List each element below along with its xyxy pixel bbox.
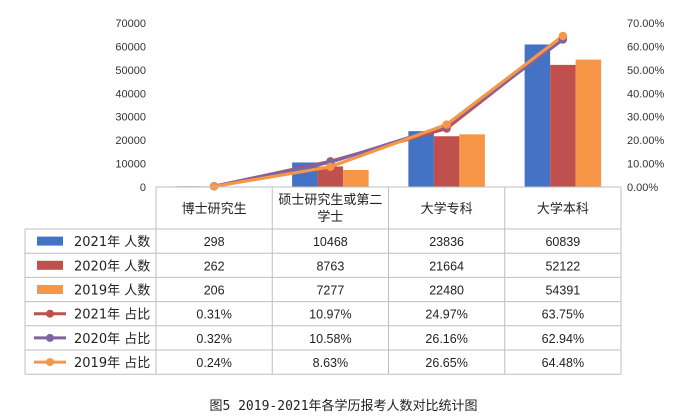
y-right-tick-label: 0.00% [627,182,658,194]
category-label: 大学本科 [537,201,589,217]
table-cell-value: 10.58% [309,332,351,346]
bar [317,166,344,187]
series-line [213,34,564,189]
y-right-tick-label: 10.00% [627,159,665,171]
line-point [326,162,335,171]
table-cell-value: 298 [204,235,225,249]
y-right-tick-label: 20.00% [627,135,665,147]
line-point [209,182,219,191]
bar [550,64,576,187]
table-cell-value: 7277 [316,284,344,298]
y-right-tick-label: 40.00% [627,88,665,100]
table-cell-value: 54391 [545,284,580,298]
y-right-tick-label: 30.00% [627,112,665,124]
table-cell-value: 22480 [429,284,464,298]
legend-swatch [37,260,63,270]
table-cell-value: 21664 [429,259,464,273]
legend-marker [46,358,54,367]
y-right-tick-label: 70.00% [627,18,665,30]
line-point [442,120,451,129]
y-right-tick-label: 60.00% [627,41,665,53]
table-cell-value: 63.75% [542,308,584,322]
table-cell-value: 24.97% [425,308,467,322]
table-cell-value: 8763 [316,259,344,273]
table-cell-value: 206 [204,284,225,298]
table-cell-value: 0.32% [196,332,231,346]
y-left-tick-label: 70000 [115,18,146,30]
bar [575,59,602,187]
legend-swatch [37,285,63,294]
y-left-tick-label: 0 [140,182,146,194]
legend-label: 2020年 占比 [74,332,150,347]
y-left-tick-label: 30000 [115,112,146,124]
table-cell-value: 60839 [545,235,580,249]
figure-caption: 图5 2019-2021年各学历报考人数对比统计图 [209,399,478,414]
legend-marker [46,309,54,318]
legend-label: 2021年 占比 [74,308,150,323]
table-cell-value: 0.24% [196,356,231,370]
table-cell-value: 23836 [429,235,464,249]
legend-swatch [37,236,63,246]
category-label: 大学专科 [421,201,473,217]
table-cell-value: 62.94% [542,332,584,346]
category-label: 硕士研究生或第二 [278,193,382,208]
series-line [213,38,564,188]
legend-label: 2020年 人数 [74,259,150,274]
bar [343,169,369,187]
combo-chart: 0 10000 20000 30000 40000 50000 60000 70000 0.00… [24,18,665,375]
table-cell-value: 0.31% [196,308,231,322]
category-label: 博士研究生 [182,202,247,217]
table-cell-value: 52122 [545,259,580,273]
table-cell-value: 26.16% [425,332,467,346]
y-right-tick-label: 50.00% [627,65,665,77]
legend-label: 2021年 人数 [74,235,150,250]
legend-marker [46,333,54,342]
y-left-tick-label: 40000 [115,88,146,100]
y-left-tick-label: 50000 [115,65,146,77]
table-cell-value: 262 [204,259,225,273]
bar [524,44,551,187]
table-cell-value: 64.48% [542,356,584,370]
y-left-tick-label: 20000 [115,135,146,147]
table-cell-value: 10468 [313,235,348,249]
bar [433,136,460,187]
y-left-tick-label: 10000 [115,159,146,171]
category-label: 学士 [317,209,343,225]
bar [408,131,434,187]
table-cell-value: 26.65% [425,356,467,370]
legend-label: 2019年 人数 [74,284,150,299]
y-left-tick-label: 60000 [115,41,146,53]
legend-label: 2019年 占比 [74,356,150,371]
line-point [558,31,568,41]
bar [459,134,485,187]
table-cell-value: 8.63% [313,356,348,370]
table-cell-value: 10.97% [309,308,351,322]
series-line [213,36,564,188]
